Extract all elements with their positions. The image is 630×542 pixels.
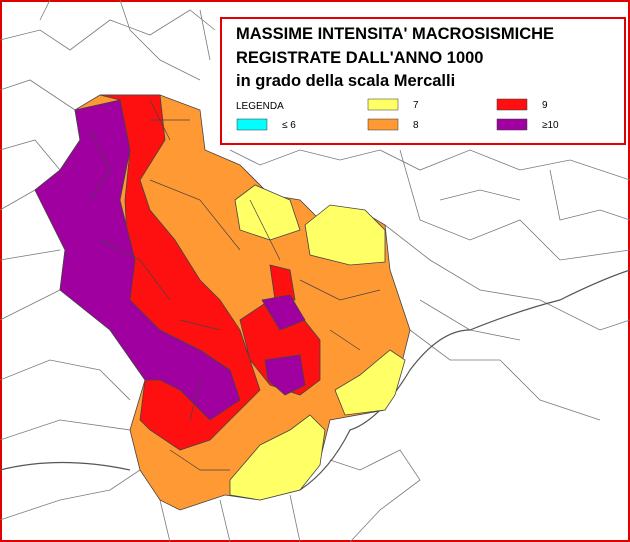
legend-swatch bbox=[496, 118, 528, 131]
title-line: in grado della scala Mercalli bbox=[236, 72, 455, 90]
legend-swatch bbox=[236, 118, 268, 131]
intensity-regions bbox=[34, 94, 411, 511]
region-7 bbox=[229, 184, 406, 501]
legend-label: 8 bbox=[413, 120, 419, 131]
region-10 bbox=[34, 99, 306, 421]
legend-swatch bbox=[496, 98, 528, 111]
legend-box bbox=[220, 17, 626, 145]
title-line: REGISTRATE DALL'ANNO 1000 bbox=[236, 49, 483, 67]
legend-swatch bbox=[367, 98, 399, 111]
legend-label: ≤ 6 bbox=[282, 120, 296, 131]
legend-items: ≤ 6 7 8 9 ≥10 bbox=[236, 98, 559, 131]
legend-title: LEGENDA bbox=[236, 101, 284, 112]
legend-swatch bbox=[367, 118, 399, 131]
legend-label: 7 bbox=[413, 100, 419, 111]
legend-label: ≥10 bbox=[542, 120, 559, 131]
title-line: MASSIME INTENSITA' MACROSISMICHE bbox=[236, 25, 554, 43]
legend-label: 9 bbox=[542, 100, 548, 111]
